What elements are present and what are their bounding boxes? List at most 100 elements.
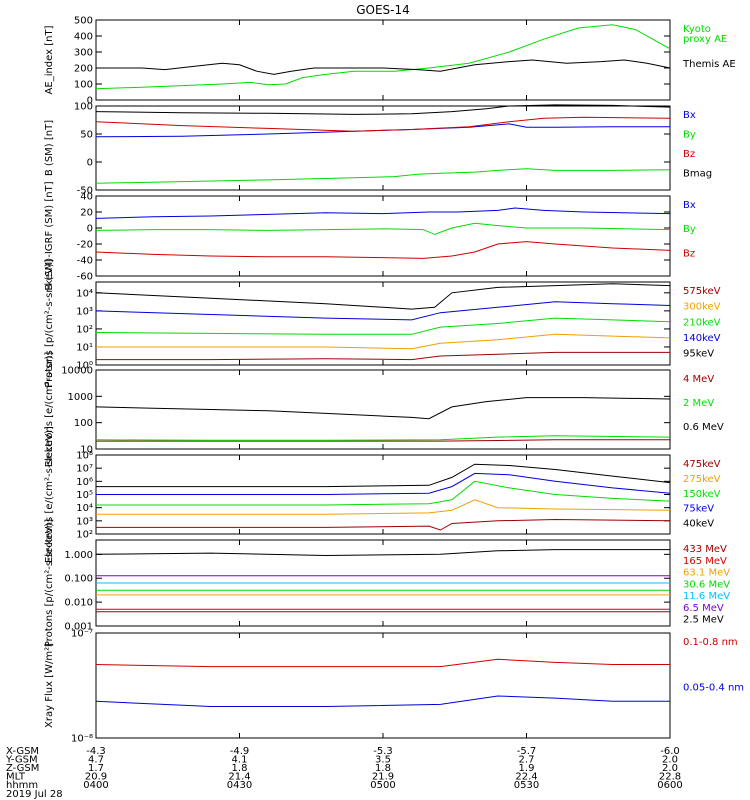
series-line-40kev: [96, 463, 671, 488]
y-axis-label: Electrons [e/(cm²-s-sr-keV)]: [44, 426, 55, 563]
legend-575kev: 575keV: [683, 286, 721, 297]
series-line-95kev: [95, 283, 671, 310]
legend-275kev: 275keV: [683, 474, 721, 485]
legend-bx: Bx: [683, 200, 696, 211]
legend-by: By: [683, 130, 696, 141]
y-tick-label: 100: [74, 418, 93, 429]
y-tick-label: 200: [74, 64, 93, 75]
legend-kyoto-proxy-ae: proxy AE: [683, 34, 727, 45]
series-line-0-6-mev: [95, 397, 671, 420]
legend-kyoto-proxy-ae: Kyoto: [683, 24, 711, 35]
y-axis-label: Xray Flux [W/m²]: [44, 643, 55, 728]
y-tick-label: 10⁻⁷: [71, 629, 93, 640]
y-tick-label: 0.001: [64, 622, 93, 633]
coord-row-label-z-gsm: Z-GSM: [6, 763, 39, 774]
series-line-2-5-mev: [95, 549, 670, 557]
series-line-by: [95, 222, 671, 235]
legend-bmag: Bmag: [683, 169, 712, 180]
y-axis-label: Protons [p/(cm²-s-sr-keV)]: [44, 519, 55, 647]
series-line-bmag: [95, 104, 671, 115]
series-line-bz: [95, 116, 671, 132]
series-line-kyoto-proxy-ae: [95, 24, 671, 90]
coord-value: 1.9: [519, 763, 535, 774]
series-line-bx: [95, 207, 671, 219]
legend-themis-ae: Themis AE: [682, 59, 736, 70]
panel-frame: [95, 369, 671, 450]
coord-value: 0400: [83, 780, 108, 791]
date-label: 2019 Jul 28: [6, 789, 63, 800]
y-tick-label: -60: [77, 272, 93, 283]
legend-300kev: 300keV: [683, 302, 721, 313]
legend-165-mev: 165 MeV: [683, 556, 727, 567]
legend-140kev: 140keV: [683, 333, 721, 344]
y-tick-label: 10⁰: [76, 361, 93, 372]
coord-value: -4.3: [86, 746, 106, 757]
legend-63-1-mev: 63.1 MeV: [683, 568, 730, 579]
panel-electrons_kev: 10² 10³ 10⁴ 10⁵ 10⁶ 10⁷ 10⁸ Electrons [e/(cm²-s…: [44, 426, 721, 563]
series-line-bz: [95, 241, 671, 259]
y-tick-label: 40: [80, 192, 93, 203]
legend-0-6-mev: 0.6 MeV: [683, 422, 724, 433]
legend-75kev: 75keV: [683, 504, 714, 515]
legend-475kev: 475keV: [683, 459, 721, 470]
series-line-140kev: [95, 301, 671, 321]
y-axis-label: AE_index [nT]: [44, 25, 55, 94]
y-tick-label: 10⁷: [76, 464, 93, 475]
y-axis-label: B (SM) [nT]: [44, 120, 55, 176]
y-tick-label: -50: [77, 186, 93, 197]
y-tick-label: 10³: [76, 516, 93, 527]
series-line-75kev: [96, 472, 671, 495]
legend-0-1-0-8-nm: 0.1-0.8 nm: [683, 637, 738, 648]
y-axis-label: B (SM)-IGRF (SM) [nT]: [44, 181, 55, 290]
legend-433-mev: 433 MeV: [683, 544, 727, 555]
y-tick-label: 10¹: [76, 342, 93, 353]
legend-6-5-mev: 6.5 MeV: [683, 603, 724, 614]
legend-95kev: 95keV: [683, 349, 714, 360]
panel-bsm: -50 0 50 100 B (SM) [nT] Bx By Bz Bmag: [44, 102, 712, 197]
legend-150kev: 150keV: [683, 489, 721, 500]
y-tick-label: 400: [74, 32, 93, 43]
y-tick-label: 0: [87, 158, 93, 169]
series-line-0-1-0-8-nm: [95, 658, 670, 668]
y-tick-label: 100: [74, 80, 93, 91]
y-tick-label: 10⁻⁸: [71, 734, 93, 745]
plot-title: GOES-14: [356, 3, 410, 17]
legend-by: By: [683, 224, 696, 235]
series-line-150kev: [96, 480, 671, 506]
coord-value: 2.7: [519, 755, 535, 766]
y-tick-label: 1000: [68, 392, 93, 403]
coord-row-label-mlt: MLT: [6, 772, 26, 783]
y-tick-label: 0: [87, 96, 93, 107]
panel-protons_mev: 0.001 0.010 0.100 1.000 Protons [p/(cm²-s-sr…: [44, 519, 730, 647]
coord-value: 1.8: [232, 763, 248, 774]
series-line-0-05-0-4-nm: [95, 695, 670, 707]
y-tick-label: 0: [87, 224, 93, 235]
coord-row-label-hhmm: hhmm: [6, 780, 38, 791]
y-tick-label: 10²: [76, 530, 93, 541]
coord-value: 22.8: [659, 772, 681, 783]
coord-value: 22.4: [515, 772, 537, 783]
y-tick-label: 10⁴: [76, 288, 93, 299]
series-line-2-mev: [95, 435, 671, 441]
series-line-bx: [95, 123, 670, 138]
panel-ae: 0 100 200 300 400 500 AE_index [nT] Kyotoproxy …: [44, 16, 736, 107]
legend-2-5-mev: 2.5 MeV: [683, 615, 724, 626]
coord-value: 0500: [370, 780, 395, 791]
panel-protons_low: 10⁰ 10¹ 10² 10³ 10⁴ Protons [p/(cm²-s-sr-keV)…: [44, 259, 721, 387]
panel-xray: 10⁻⁸ 10⁻⁷ Xray Flux [W/m²] 0.1-0.8 nm 0.05-0…: [44, 629, 744, 745]
coord-value: 2.0: [662, 755, 678, 766]
series-line-300kev: [96, 333, 671, 350]
y-tick-label: 10⁵: [76, 490, 93, 501]
legend-2-mev: 2 MeV: [683, 398, 714, 409]
y-tick-label: 50: [80, 130, 93, 141]
y-tick-label: 100: [74, 102, 93, 113]
coord-value: 21.4: [228, 772, 250, 783]
coord-row-label-x-gsm: X-GSM: [6, 746, 39, 757]
legend-210kev: 210keV: [683, 317, 721, 328]
panel-frame: [95, 195, 671, 277]
y-tick-label: 500: [74, 16, 93, 27]
legend-bz: Bz: [683, 248, 695, 259]
series-line-575kev: [96, 351, 670, 361]
